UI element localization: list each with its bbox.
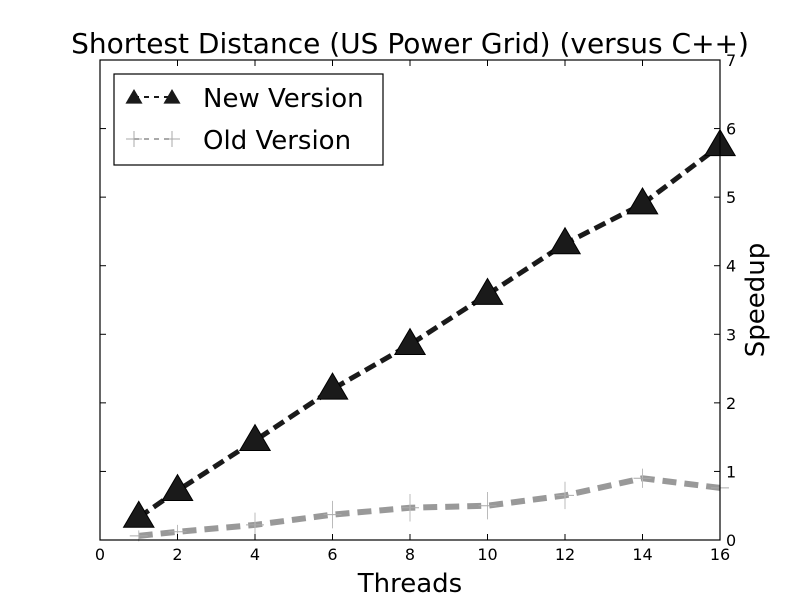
x-tick-label: 4 [250,545,260,564]
legend-label-new-version: New Version [203,84,364,114]
y-axis-label: Speedup [741,243,771,358]
x-tick-label: 0 [95,545,105,564]
series-line-old-version [138,475,721,539]
legend-box [113,73,384,166]
x-tick-label: 6 [327,545,337,564]
legend-marker-new-version [125,89,143,104]
point-marker-new-version [626,187,659,215]
legend-samples [125,89,181,147]
x-axis-ticks: 0 2 4 6 8 10 12 14 16 [95,60,730,564]
point-marker-new-version [316,372,349,400]
y-tick-label: 0 [726,531,736,550]
x-tick-label: 10 [477,545,497,564]
y-tick-label: 4 [726,257,736,276]
y-tick-label: 3 [726,325,736,344]
y-tick-label: 7 [726,51,736,70]
point-marker-new-version [548,226,582,255]
y-tick-label: 6 [726,120,736,139]
legend-label-old-version: Old Version [203,126,351,156]
point-marker-new-version [122,500,155,528]
x-tick-label: 2 [172,545,182,564]
point-marker-new-version [393,327,427,355]
point-marker-new-version [238,423,272,451]
plot-markers [122,128,737,542]
point-marker-new-version [161,473,194,502]
legend-marker-new-version [163,89,181,104]
point-marker-new-version [471,277,504,305]
y-axis-ticks: 0 1 2 3 4 5 6 7 [100,51,736,550]
x-tick-label: 8 [405,545,415,564]
chart-title: Shortest Distance (US Power Grid) (versu… [71,27,749,60]
x-tick-label: 12 [555,545,575,564]
legend: New Version Old Version [113,73,384,166]
y-tick-label: 5 [726,188,736,207]
x-tick-label: 14 [632,545,652,564]
y-tick-label: 1 [726,462,736,481]
y-tick-label: 2 [726,394,736,413]
x-tick-label: 16 [710,545,730,564]
series-line-new-version [137,143,722,520]
x-axis-label: Threads [357,569,462,599]
